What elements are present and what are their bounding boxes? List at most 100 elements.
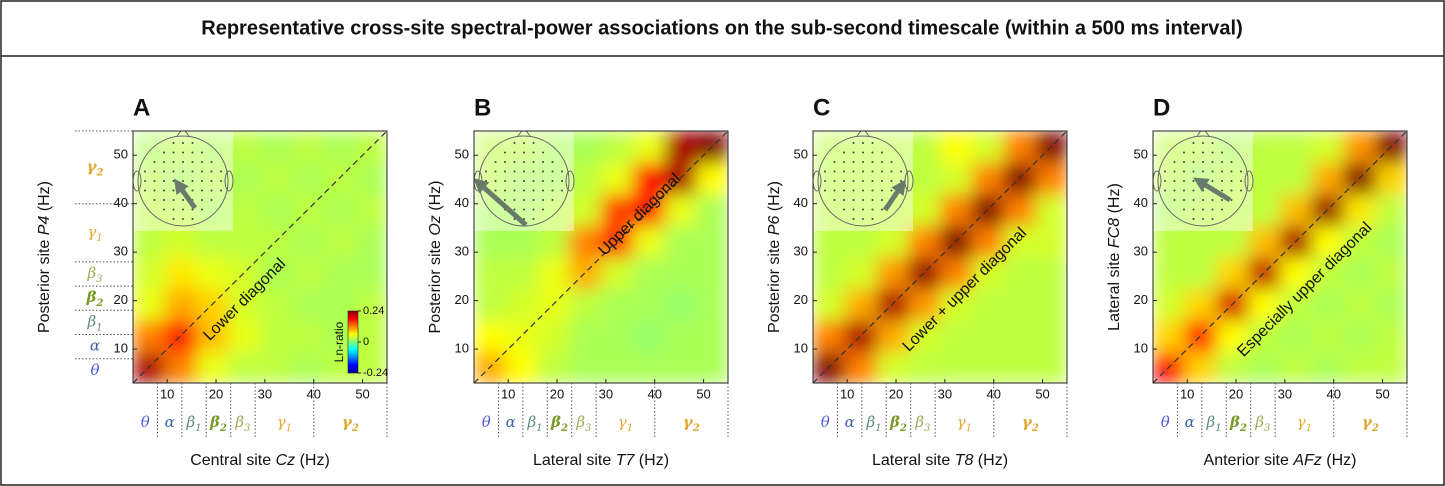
electrode — [871, 199, 874, 201]
band-label: β2 — [86, 288, 104, 309]
electrode — [1202, 161, 1204, 163]
cell — [1035, 162, 1067, 195]
colorbar-tick-label: 0.24 — [363, 305, 384, 317]
electrode — [513, 161, 516, 163]
electrode — [191, 170, 194, 173]
electrode — [1192, 189, 1195, 192]
electrode — [201, 170, 203, 173]
y-tick-label: 20 — [1134, 292, 1148, 307]
electrode — [1202, 170, 1204, 173]
x-tick-label: 20 — [889, 386, 903, 401]
x-tick-label: 50 — [1375, 386, 1389, 401]
electrode — [1211, 208, 1214, 211]
cell — [474, 257, 507, 289]
electrode — [513, 189, 516, 192]
cell — [908, 131, 941, 163]
electrode — [862, 199, 864, 201]
cell — [260, 320, 293, 352]
y-axis-label: Lateral site FC8 (Hz) — [1106, 183, 1123, 331]
figure-title: Representative cross-site spectral-power… — [201, 17, 1242, 39]
electrode — [513, 151, 516, 154]
electrode — [182, 142, 184, 144]
cell — [133, 225, 166, 258]
band-label: α — [845, 413, 855, 431]
band-label: γ2 — [87, 157, 104, 178]
electrode — [843, 180, 845, 182]
electrode — [182, 161, 184, 163]
y-tick-label: 10 — [794, 341, 808, 356]
electrode — [890, 180, 893, 182]
cell — [133, 320, 166, 352]
electrode — [201, 151, 203, 154]
electrode — [532, 151, 535, 154]
cell — [569, 225, 602, 258]
y-tick-label: 40 — [114, 195, 128, 210]
cell — [1184, 351, 1217, 383]
electrode — [163, 208, 165, 211]
electrode — [191, 142, 194, 144]
cell — [876, 225, 909, 258]
cell — [971, 351, 1004, 383]
cell — [291, 225, 324, 258]
cell — [1153, 225, 1186, 258]
cell — [1248, 320, 1281, 352]
y-tick-label: 10 — [455, 341, 469, 356]
cell — [1035, 351, 1067, 383]
cell — [908, 320, 941, 352]
cell — [1375, 194, 1407, 226]
electrode — [871, 189, 874, 192]
electrode — [191, 161, 194, 163]
cell — [228, 225, 261, 258]
cell — [537, 351, 570, 383]
electrode — [852, 170, 855, 173]
electrode — [1230, 180, 1233, 182]
y-tick-label: 50 — [794, 147, 808, 162]
cell — [569, 162, 602, 195]
cell — [355, 194, 387, 226]
cell — [1375, 351, 1407, 383]
electrode — [1221, 161, 1223, 163]
colorbar-tick-label: -0.24 — [363, 367, 388, 379]
cell — [1216, 225, 1249, 258]
cell — [632, 288, 665, 321]
cell — [664, 225, 697, 258]
cell — [1153, 131, 1186, 163]
electrode — [1211, 199, 1214, 201]
cell — [601, 320, 634, 352]
x-tick-label: 50 — [1035, 386, 1049, 401]
electrode — [1211, 180, 1214, 182]
electrode — [1211, 161, 1214, 163]
x-tick-label: 10 — [1180, 386, 1194, 401]
electrode — [843, 170, 845, 173]
electrode — [182, 151, 184, 154]
electrode — [551, 180, 554, 182]
cell — [291, 257, 324, 289]
electrode — [1173, 199, 1176, 201]
cell — [260, 257, 293, 289]
cell — [908, 351, 941, 383]
band-label: θ — [141, 413, 150, 431]
cell — [971, 225, 1004, 258]
electrode — [532, 161, 535, 163]
electrode — [900, 170, 902, 173]
band-label: β1 — [527, 413, 543, 434]
cell — [601, 351, 634, 383]
electrode — [833, 180, 836, 182]
band-label: β1 — [86, 312, 102, 333]
cell — [1003, 288, 1036, 321]
electrode — [172, 208, 175, 211]
cell — [940, 320, 973, 352]
cell — [164, 257, 197, 289]
electrode — [871, 142, 874, 144]
electrode — [852, 142, 855, 144]
x-tick-label: 50 — [355, 386, 369, 401]
y-tick-label: 20 — [794, 292, 808, 307]
cell — [133, 257, 166, 289]
cell — [323, 131, 356, 163]
electrode — [182, 199, 184, 201]
electrode — [561, 189, 563, 192]
electrode — [1202, 142, 1204, 144]
cell — [355, 351, 387, 383]
